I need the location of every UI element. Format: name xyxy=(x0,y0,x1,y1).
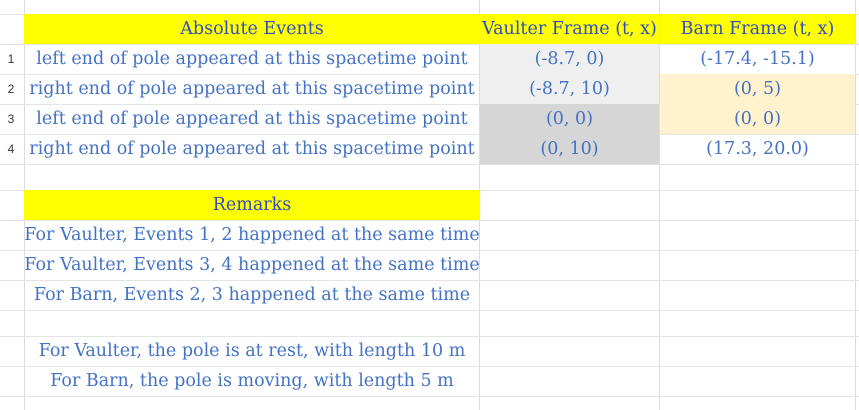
vaulter-coord-cell[interactable]: (0, 10) xyxy=(480,134,659,164)
event-cell[interactable]: right end of pole appeared at this space… xyxy=(29,79,475,99)
grid-line xyxy=(0,336,859,337)
grid-line xyxy=(659,0,660,410)
vaulter-coord-cell[interactable]: (-8.7, 0) xyxy=(480,44,659,74)
grid-line xyxy=(855,0,856,410)
remark-cell[interactable]: For Vaulter, the pole is at rest, with l… xyxy=(38,341,466,361)
row-number: 1 xyxy=(7,52,15,66)
grid-line xyxy=(0,74,859,75)
grid-line xyxy=(0,134,859,135)
grid-line xyxy=(0,310,859,311)
barn-coord-cell[interactable]: (17.3, 20.0) xyxy=(706,139,809,159)
header-cell-barn[interactable]: Barn Frame (t, x) xyxy=(660,14,855,44)
grid-line xyxy=(0,164,859,165)
grid-line xyxy=(0,366,859,367)
remark-cell[interactable]: For Vaulter, Events 1, 2 happened at the… xyxy=(24,225,480,245)
grid-line xyxy=(0,280,859,281)
grid-line xyxy=(0,220,859,221)
barn-coord-cell[interactable]: (0, 0) xyxy=(660,104,855,134)
event-cell[interactable]: left end of pole appeared at this spacet… xyxy=(36,109,468,129)
row-number: 3 xyxy=(7,112,15,126)
barn-coord-cell[interactable]: (-17.4, -15.1) xyxy=(700,49,815,69)
row-number: 4 xyxy=(7,142,15,156)
remarks-header-cell[interactable]: Remarks xyxy=(24,190,480,220)
remark-cell[interactable]: For Vaulter, Events 3, 4 happened at the… xyxy=(24,255,480,275)
grid-line xyxy=(0,104,859,105)
barn-coord-cell[interactable]: (0, 5) xyxy=(660,74,855,104)
row-number: 2 xyxy=(7,82,15,96)
remark-cell[interactable]: For Barn, the pole is moving, with lengt… xyxy=(50,371,454,391)
vaulter-coord-cell[interactable]: (0, 0) xyxy=(480,104,659,134)
grid-line xyxy=(0,250,859,251)
grid-line xyxy=(0,396,859,397)
remark-cell[interactable]: For Barn, Events 2, 3 happened at the sa… xyxy=(33,285,471,305)
event-cell[interactable]: left end of pole appeared at this spacet… xyxy=(36,49,468,69)
header-cell-events[interactable]: Absolute Events xyxy=(24,14,480,44)
vaulter-coord-cell[interactable]: (-8.7, 10) xyxy=(480,74,659,104)
event-cell[interactable]: right end of pole appeared at this space… xyxy=(29,139,475,159)
grid-line xyxy=(0,44,859,45)
header-cell-vaulter[interactable]: Vaulter Frame (t, x) xyxy=(480,14,659,44)
